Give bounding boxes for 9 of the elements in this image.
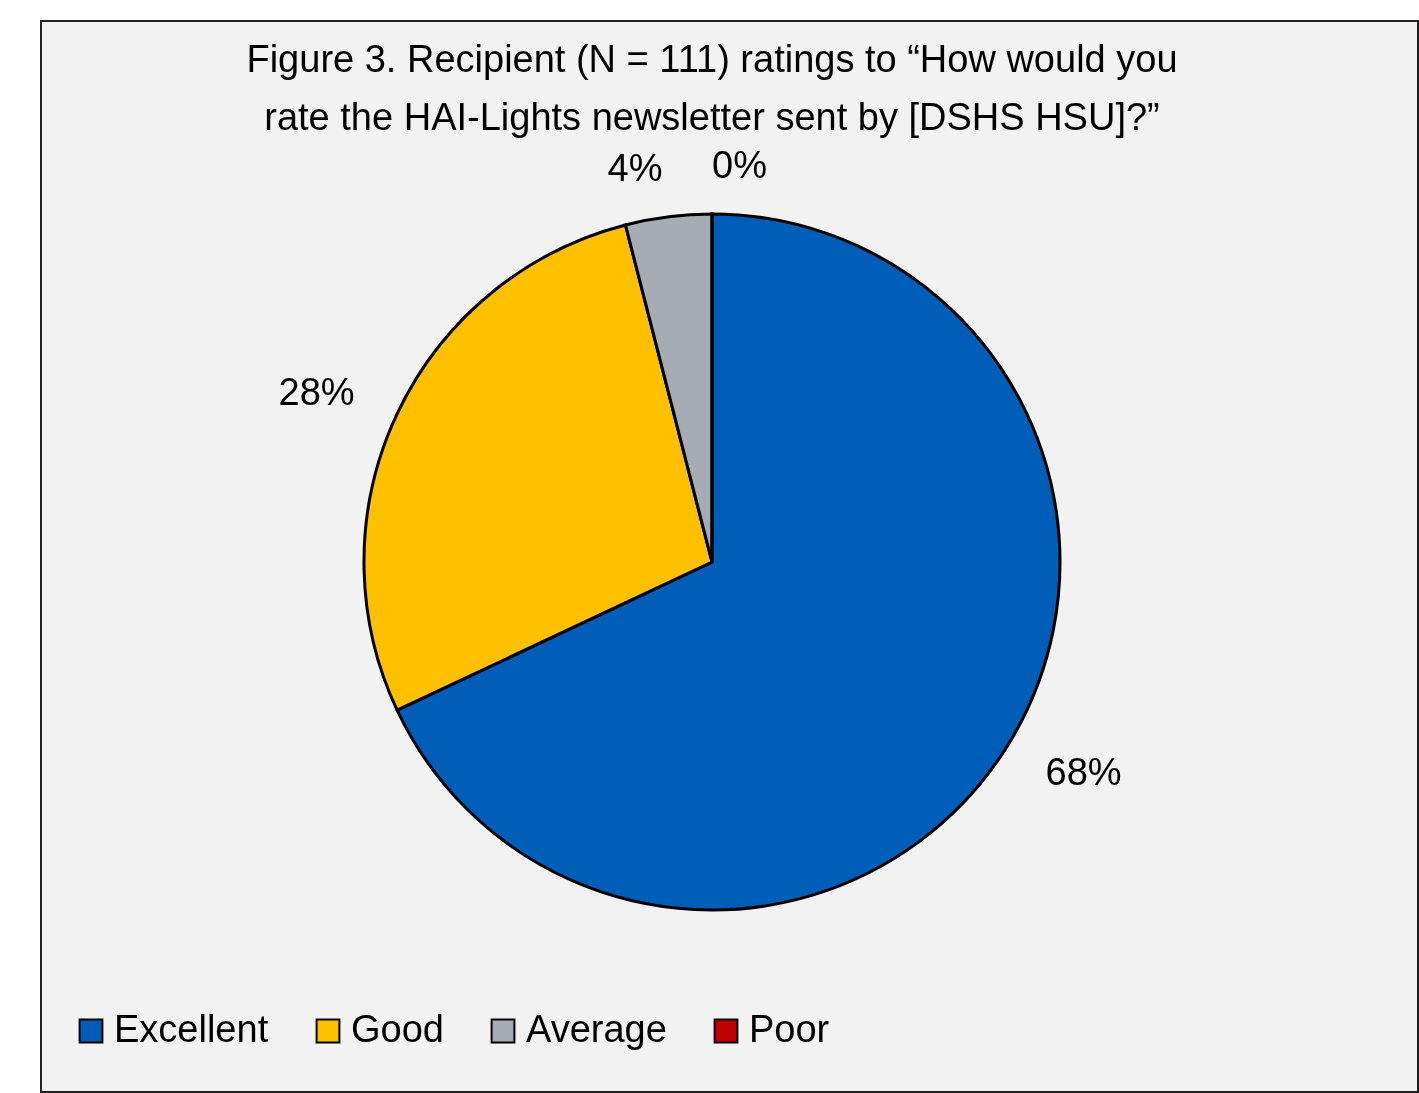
legend-label: Good (351, 1008, 444, 1050)
chart-title: Figure 3. Recipient (N = 111) ratings to “How would you rate the HAI-Lights newsletter sent by [DSHS HSU]?” (246, 38, 1178, 138)
legend-label: Average (526, 1008, 667, 1050)
data-label: 68% (1045, 750, 1122, 793)
legend-label: Poor (749, 1008, 830, 1050)
text: 0% (712, 144, 767, 186)
legend-label: Excellent (114, 1008, 269, 1050)
data-label: 28% (278, 370, 355, 413)
data-label: 4% (607, 147, 663, 190)
